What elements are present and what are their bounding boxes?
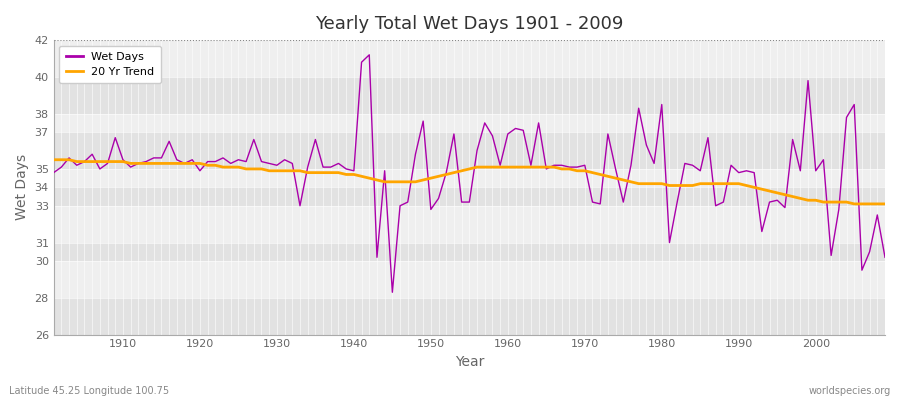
Bar [54,261,885,298]
Bar [54,206,885,242]
Bar [54,169,885,187]
Bar [54,114,885,132]
X-axis label: Year: Year [454,355,484,369]
Bar [54,40,885,77]
Text: Latitude 45.25 Longitude 100.75: Latitude 45.25 Longitude 100.75 [9,386,169,396]
Title: Yearly Total Wet Days 1901 - 2009: Yearly Total Wet Days 1901 - 2009 [315,15,624,33]
Bar [54,77,885,114]
Text: worldspecies.org: worldspecies.org [809,386,891,396]
Bar [54,132,885,169]
Bar [54,298,885,334]
Bar [54,187,885,206]
Legend: Wet Days, 20 Yr Trend: Wet Days, 20 Yr Trend [59,46,161,84]
Y-axis label: Wet Days: Wet Days [15,154,29,220]
Bar [54,242,885,261]
